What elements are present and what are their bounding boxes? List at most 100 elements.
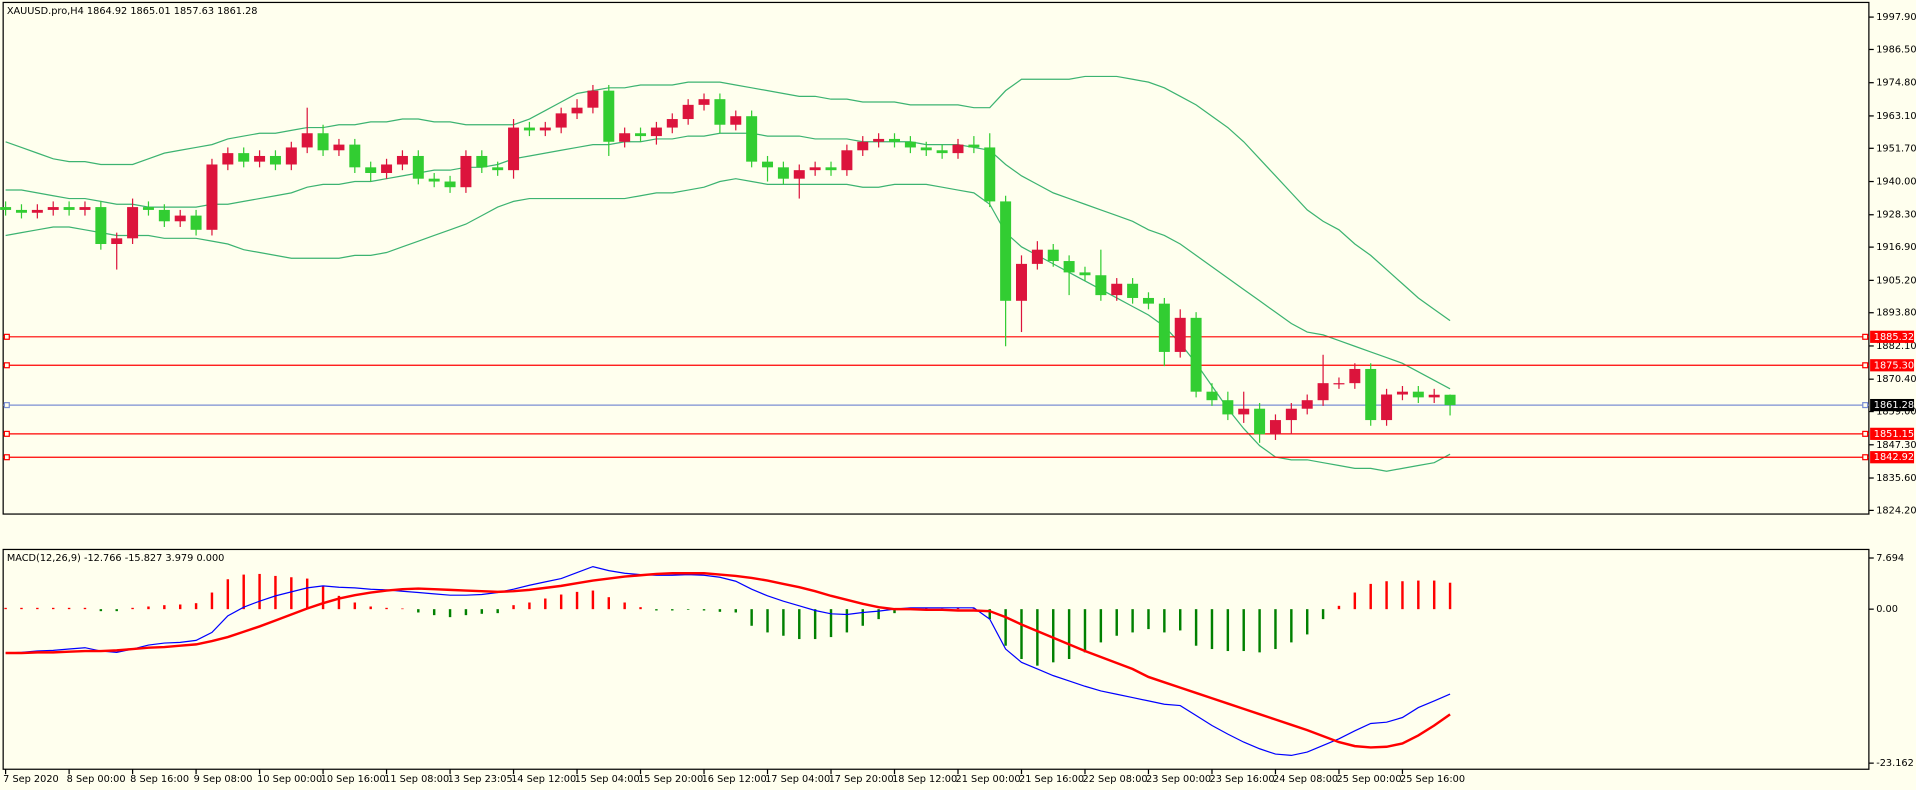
level-marker xyxy=(1862,430,1869,437)
candle-body xyxy=(619,133,631,142)
level-marker xyxy=(3,362,10,369)
x-tick-label: 17 Sep 20:00 xyxy=(829,774,894,785)
price-panel-frame xyxy=(2,1,1870,515)
x-tick-label: 10 Sep 16:00 xyxy=(321,774,386,785)
candle-body xyxy=(492,167,504,171)
candle-body xyxy=(412,155,424,179)
y-tick-label: 1916.90 xyxy=(1876,242,1916,253)
candle-body xyxy=(222,153,234,165)
x-tick-label: 9 Sep 08:00 xyxy=(194,774,253,785)
level-marker xyxy=(3,430,10,437)
level-label: 1875.30 xyxy=(1874,360,1914,371)
candle-body xyxy=(190,215,202,230)
candle-body xyxy=(301,133,313,148)
y-tick-label: 1974.80 xyxy=(1876,78,1916,89)
y-tick-label: 1859.00 xyxy=(1876,407,1916,418)
candle-body xyxy=(15,209,27,213)
x-tick-label: 10 Sep 00:00 xyxy=(257,774,322,785)
level-label: 1885.32 xyxy=(1874,332,1914,343)
y-tick-label: 1963.10 xyxy=(1876,111,1916,122)
level-label-box xyxy=(1870,359,1915,372)
x-tick-label: 23 Sep 00:00 xyxy=(1146,774,1211,785)
candle-body xyxy=(1254,408,1266,435)
candle-body xyxy=(269,155,281,165)
candle-body xyxy=(1063,261,1075,273)
level-label-box xyxy=(1870,398,1915,412)
candle-body xyxy=(762,161,774,168)
y-tick-label: 1835.60 xyxy=(1876,473,1916,484)
level-marker xyxy=(1862,333,1869,340)
candle-body xyxy=(158,209,170,222)
candle-body xyxy=(1301,400,1313,409)
x-tick-label: 21 Sep 16:00 xyxy=(1019,774,1084,785)
candle-body xyxy=(1000,201,1012,301)
candle-body xyxy=(206,164,218,230)
candle-body xyxy=(1190,317,1202,392)
level-label-box xyxy=(1870,427,1915,440)
x-tick-label: 13 Sep 23:05 xyxy=(448,774,513,785)
candle-body xyxy=(603,90,615,142)
level-marker xyxy=(1862,454,1869,461)
candle-body xyxy=(1222,400,1234,415)
y-tick-label: 1893.80 xyxy=(1876,308,1916,319)
candle-body xyxy=(1317,383,1329,401)
x-tick-label: 24 Sep 08:00 xyxy=(1273,774,1338,785)
x-tick-label: 16 Sep 12:00 xyxy=(702,774,767,785)
candle-body xyxy=(920,147,932,151)
y-tick-label: 1986.50 xyxy=(1876,44,1916,55)
x-tick-label: 14 Sep 12:00 xyxy=(511,774,576,785)
candle-body xyxy=(1142,297,1154,304)
candle-body xyxy=(1412,391,1424,398)
candle-body xyxy=(777,167,789,179)
candle-body xyxy=(79,207,91,210)
x-tick-label: 15 Sep 20:00 xyxy=(638,774,703,785)
candle-body xyxy=(508,127,520,171)
candle-body xyxy=(428,178,440,182)
candle-body xyxy=(1111,283,1123,296)
candle-body xyxy=(127,207,139,239)
x-tick-label: 18 Sep 12:00 xyxy=(892,774,957,785)
x-tick-label: 15 Sep 04:00 xyxy=(575,774,640,785)
candle-body xyxy=(142,207,154,210)
candle-body xyxy=(714,99,726,125)
level-marker xyxy=(3,402,10,409)
candle-body xyxy=(952,144,964,154)
candle-body xyxy=(809,167,821,171)
candle-body xyxy=(47,207,59,210)
candle-body xyxy=(95,207,107,245)
y-tick-label: 1882.10 xyxy=(1876,341,1916,352)
candle-body xyxy=(1396,391,1408,395)
y-tick-label: 1824.20 xyxy=(1876,505,1916,516)
candle-body xyxy=(889,138,901,142)
candle-body xyxy=(1238,408,1250,415)
y-tick-label: 1905.20 xyxy=(1876,275,1916,286)
candle-body xyxy=(254,155,266,162)
candle-body xyxy=(1015,263,1027,301)
candle-body xyxy=(63,207,75,210)
candle-body xyxy=(984,147,996,202)
y-tick-label: 1940.00 xyxy=(1876,177,1916,188)
level-marker xyxy=(1862,402,1869,409)
line-series xyxy=(5,132,1451,390)
level-marker xyxy=(3,454,10,461)
level-label-box xyxy=(1870,330,1915,343)
candle-body xyxy=(746,116,758,162)
candle-body xyxy=(111,238,123,245)
y-tick-label: -23.162 xyxy=(1876,758,1914,769)
candle-body xyxy=(857,141,869,151)
candle-body xyxy=(682,104,694,120)
candle-body xyxy=(31,209,43,213)
candle-body xyxy=(571,107,583,114)
line-series xyxy=(5,75,1451,322)
candle-body xyxy=(650,127,662,137)
candle-body xyxy=(523,127,535,131)
macd-panel-frame xyxy=(2,548,1870,770)
candle-body xyxy=(1428,394,1440,398)
level-label-box xyxy=(1870,451,1915,464)
candle-body xyxy=(1269,420,1281,435)
candle-body xyxy=(1174,317,1186,352)
level-marker xyxy=(3,333,10,340)
x-tick-label: 17 Sep 04:00 xyxy=(765,774,830,785)
